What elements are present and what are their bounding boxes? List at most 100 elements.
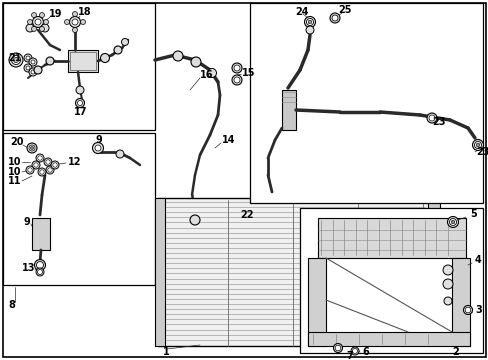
Text: 10: 10 bbox=[8, 167, 21, 177]
Bar bbox=[155, 198, 164, 346]
Circle shape bbox=[207, 68, 216, 77]
Circle shape bbox=[305, 26, 313, 34]
Circle shape bbox=[29, 68, 37, 76]
Circle shape bbox=[32, 161, 40, 169]
Circle shape bbox=[29, 145, 35, 151]
Bar bbox=[282, 90, 295, 130]
Bar bbox=[68, 50, 98, 72]
Circle shape bbox=[234, 65, 240, 71]
Text: 15: 15 bbox=[242, 68, 255, 78]
Bar bbox=[437, 248, 457, 316]
Circle shape bbox=[304, 17, 315, 27]
Circle shape bbox=[116, 150, 124, 158]
Text: 3: 3 bbox=[474, 305, 481, 315]
Circle shape bbox=[27, 19, 32, 24]
Circle shape bbox=[31, 13, 37, 18]
Circle shape bbox=[72, 27, 77, 32]
Circle shape bbox=[77, 100, 82, 105]
Circle shape bbox=[442, 279, 452, 289]
Circle shape bbox=[40, 170, 44, 174]
Circle shape bbox=[306, 18, 313, 26]
Circle shape bbox=[463, 306, 471, 315]
Circle shape bbox=[448, 219, 456, 225]
Text: 2: 2 bbox=[451, 347, 458, 357]
Circle shape bbox=[352, 348, 357, 354]
Circle shape bbox=[31, 26, 37, 31]
Text: 22: 22 bbox=[240, 210, 253, 220]
Circle shape bbox=[447, 216, 458, 228]
Circle shape bbox=[26, 66, 30, 70]
Text: 11: 11 bbox=[8, 176, 21, 186]
Circle shape bbox=[44, 158, 52, 166]
Text: 24: 24 bbox=[294, 7, 308, 17]
Circle shape bbox=[114, 46, 122, 54]
Circle shape bbox=[38, 156, 42, 160]
Bar bbox=[439, 252, 455, 270]
Circle shape bbox=[35, 19, 41, 25]
Circle shape bbox=[27, 143, 37, 153]
Circle shape bbox=[24, 54, 32, 62]
Circle shape bbox=[442, 265, 452, 275]
Circle shape bbox=[38, 168, 46, 176]
Text: 8: 8 bbox=[8, 300, 15, 310]
Text: 21: 21 bbox=[8, 53, 21, 63]
Circle shape bbox=[72, 19, 78, 25]
Bar bbox=[427, 198, 439, 346]
Circle shape bbox=[41, 24, 49, 32]
Bar bbox=[451, 258, 469, 346]
Text: 14: 14 bbox=[222, 135, 235, 145]
Text: 12: 12 bbox=[68, 157, 81, 167]
Bar bbox=[299, 208, 482, 353]
Circle shape bbox=[38, 270, 42, 274]
Circle shape bbox=[64, 19, 69, 24]
Circle shape bbox=[307, 20, 311, 24]
Circle shape bbox=[34, 163, 38, 167]
Circle shape bbox=[34, 66, 42, 74]
Circle shape bbox=[190, 215, 200, 225]
Circle shape bbox=[29, 58, 37, 66]
Circle shape bbox=[191, 57, 201, 67]
Circle shape bbox=[46, 166, 54, 174]
Circle shape bbox=[231, 75, 242, 85]
Circle shape bbox=[46, 160, 50, 164]
Circle shape bbox=[473, 141, 481, 148]
Text: 1: 1 bbox=[163, 347, 169, 357]
Circle shape bbox=[43, 19, 48, 24]
Bar bbox=[32, 218, 50, 250]
Circle shape bbox=[14, 58, 19, 63]
Circle shape bbox=[350, 347, 358, 355]
Circle shape bbox=[48, 168, 52, 172]
Circle shape bbox=[28, 168, 32, 172]
Circle shape bbox=[40, 13, 44, 18]
Bar bbox=[439, 278, 455, 290]
Bar bbox=[249, 3, 482, 203]
Text: 9: 9 bbox=[23, 217, 30, 227]
Circle shape bbox=[26, 24, 34, 32]
Circle shape bbox=[101, 54, 109, 63]
Circle shape bbox=[24, 64, 32, 72]
Circle shape bbox=[443, 297, 451, 305]
Circle shape bbox=[75, 99, 84, 108]
Bar bbox=[439, 295, 455, 307]
Bar bbox=[3, 133, 155, 285]
Circle shape bbox=[231, 63, 242, 73]
Circle shape bbox=[331, 15, 337, 21]
Circle shape bbox=[72, 12, 77, 17]
Circle shape bbox=[428, 115, 434, 121]
Bar bbox=[307, 332, 469, 346]
Circle shape bbox=[53, 163, 57, 167]
Circle shape bbox=[46, 57, 54, 65]
Circle shape bbox=[475, 143, 479, 147]
Circle shape bbox=[333, 343, 342, 352]
Text: 23: 23 bbox=[431, 117, 445, 127]
Circle shape bbox=[35, 260, 45, 270]
Circle shape bbox=[40, 26, 44, 31]
Circle shape bbox=[30, 147, 34, 149]
Bar bbox=[158, 198, 429, 346]
Bar bbox=[70, 52, 96, 70]
Bar bbox=[307, 258, 325, 346]
Text: 17: 17 bbox=[74, 107, 87, 117]
Text: 4: 4 bbox=[474, 255, 481, 265]
Text: 6: 6 bbox=[361, 347, 368, 357]
Text: 20: 20 bbox=[10, 137, 23, 147]
